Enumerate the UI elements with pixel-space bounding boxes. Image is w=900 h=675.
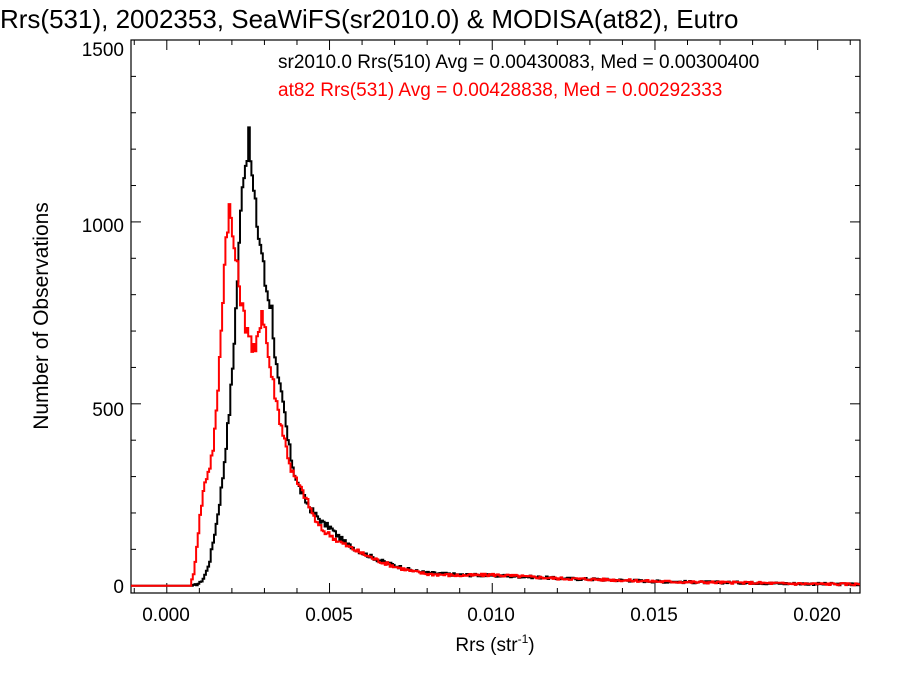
legend-entry-sr2010: sr2010.0 Rrs(510) Avg = 0.00430083, Med … [278,52,759,73]
x-tick-label: 0.020 [793,605,841,626]
x-axis-label-close: ) [528,635,534,656]
legend-entry-at82: at82 Rrs(531) Avg = 0.00428838, Med = 0.… [278,80,722,101]
y-tick-label: 500 [92,400,124,421]
y-tick-label: 0 [113,577,124,598]
chart-title: Rrs(531), 2002353, SeaWiFS(sr2010.0) & M… [0,4,738,34]
y-tick-label: 1000 [82,216,124,237]
series-layer [131,126,860,587]
x-tick-labels: 0.000 0.005 0.010 0.015 0.020 [142,605,841,626]
x-tick-label: 0.015 [630,605,678,626]
y-axis-label: Number of Observations [30,202,53,430]
x-tick-label: 0.000 [142,605,190,626]
y-tick-labels: 0 500 1000 1500 [82,40,124,598]
series-line-at82 [131,203,860,587]
x-tick-label: 0.010 [467,605,515,626]
y-tick-label: 1500 [82,40,124,61]
x-axis-label-text: Rrs (str [455,635,518,656]
axis-ticks [131,39,860,593]
x-tick-label: 0.005 [305,605,353,626]
x-axis-label: Rrs (str-1) [455,632,534,656]
plot-frame [130,39,861,594]
x-axis-label-superscript: -1 [518,632,529,646]
